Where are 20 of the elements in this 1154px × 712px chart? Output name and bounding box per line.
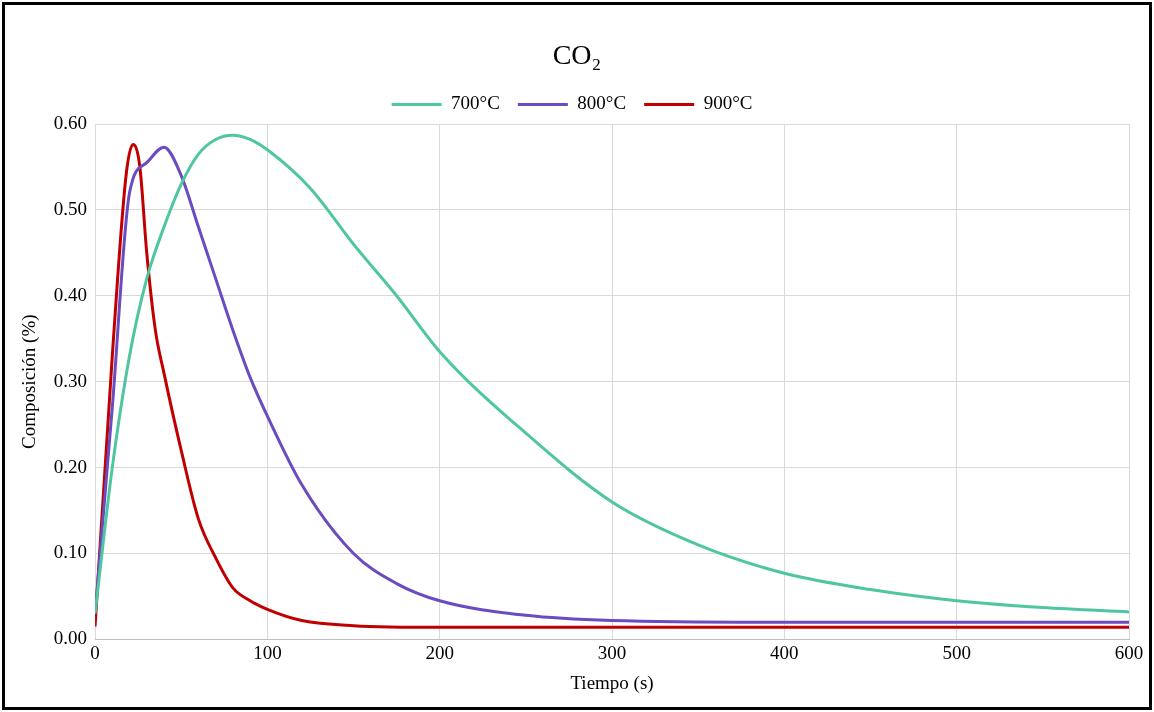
legend-label: 900°C (703, 92, 753, 114)
x-tick-label: 300 (597, 641, 627, 663)
chart-title: CO₂ (551, 39, 603, 71)
y-tick-label: 0.30 (53, 369, 88, 391)
y-tick-label: 0.20 (53, 455, 88, 477)
x-tick-label: 600 (1114, 641, 1144, 663)
y-axis-title: Composición (%) (18, 314, 41, 449)
x-tick-label: 100 (253, 641, 282, 663)
x-tick-label: 0 (90, 641, 100, 663)
x-axis-title: Tiempo (s) (570, 671, 654, 694)
x-tick-label: 200 (425, 641, 454, 663)
legend-label: 700°C (451, 92, 500, 114)
y-tick-label: 0.10 (53, 541, 88, 563)
y-tick-label: 0.00 (53, 627, 88, 649)
y-tick-label: 0.40 (53, 283, 88, 305)
x-tick-label: 400 (770, 641, 799, 663)
y-tick-label: 0.50 (53, 197, 88, 219)
x-tick-label: 500 (942, 641, 971, 663)
legend-label: 800°C (577, 92, 627, 114)
y-tick-label: 0.60 (53, 111, 88, 133)
